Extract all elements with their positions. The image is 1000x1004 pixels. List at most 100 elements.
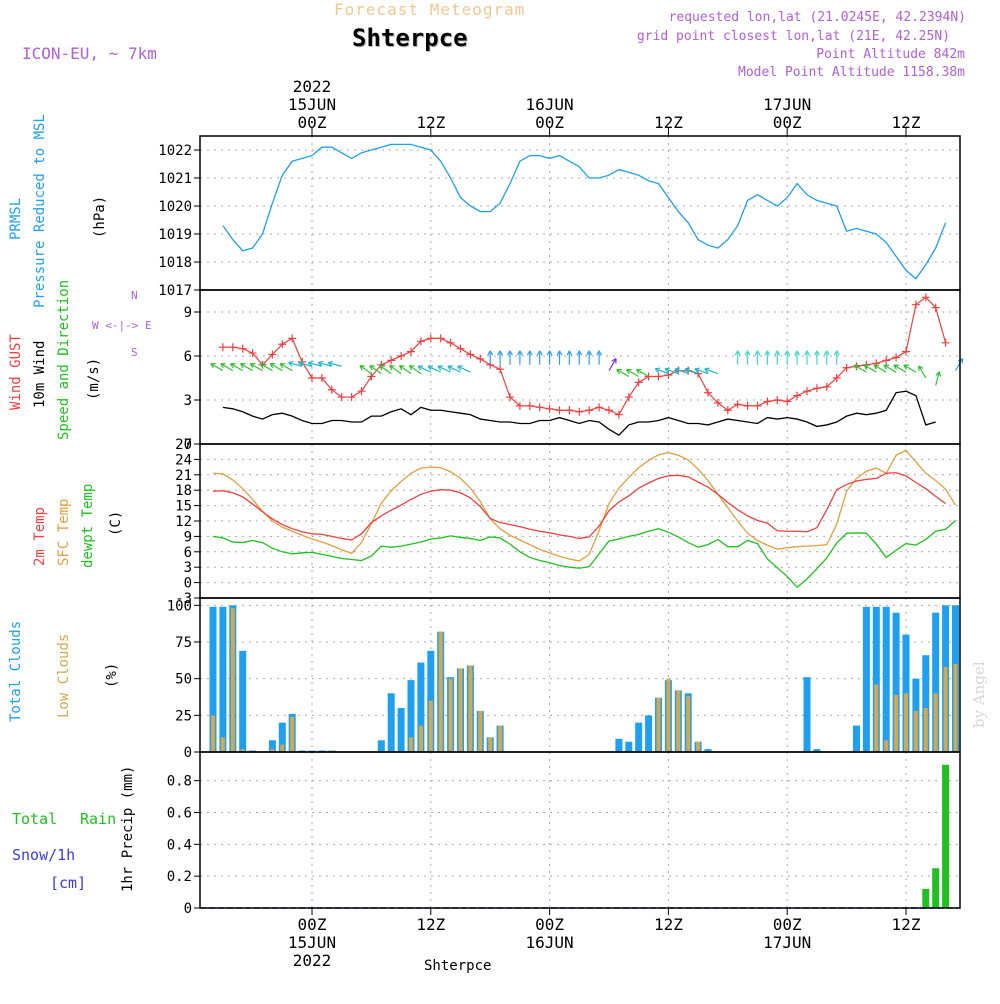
gust-marker <box>456 344 465 353</box>
wind-arrow-head <box>546 350 553 356</box>
total-cloud-bar <box>407 680 415 752</box>
top-time-label: 00Z <box>298 113 327 132</box>
wind-arrow-head <box>804 350 810 356</box>
pressure-ytick-label: 1018 <box>158 255 192 271</box>
wind-label-unit: (m/s) <box>86 357 102 400</box>
gust-marker <box>426 334 435 343</box>
grid-point-coords: grid point closest lon,lat (21E, 42.25N) <box>636 29 950 44</box>
gust-marker <box>763 397 772 406</box>
pressure-grid <box>194 136 960 291</box>
clouds-ytick-label: 25 <box>175 708 192 724</box>
wind-arrow <box>616 369 630 378</box>
gust-marker <box>327 385 336 394</box>
total-cloud-bar <box>635 722 643 752</box>
gust-marker <box>832 374 841 382</box>
gust-marker <box>535 403 544 412</box>
wind-arrow <box>288 362 303 367</box>
temperature-grid <box>194 443 960 599</box>
wind-ytick-label: 6 <box>184 349 192 365</box>
gust-marker <box>238 344 247 353</box>
wind-arrow-head <box>833 350 840 356</box>
total-cloud-bar <box>397 708 405 752</box>
wind-arrow-head <box>516 350 523 356</box>
low-cloud-bar <box>478 710 483 752</box>
gust-marker <box>793 391 802 400</box>
wind-label-speed-dir: Speed and Direction <box>56 279 72 440</box>
wind-arrow <box>269 363 283 372</box>
wind-arrow <box>684 368 699 375</box>
wind-arrow-head <box>230 363 236 369</box>
top-date-label: 15JUN <box>288 95 336 114</box>
wind-arrow-head <box>379 364 385 371</box>
wind-arrow-head <box>616 368 622 375</box>
dewpt-line <box>212 519 956 589</box>
total-cloud-bar <box>922 655 930 752</box>
gust-marker <box>743 401 752 410</box>
total-cloud-bar <box>615 738 623 752</box>
gust-marker <box>892 353 901 362</box>
low-cloud-bar <box>894 694 899 752</box>
gust-marker <box>476 354 485 363</box>
gust-marker <box>783 397 792 406</box>
wind-arrow <box>220 363 234 372</box>
total-cloud-bar <box>853 725 860 752</box>
compass-south: S <box>131 346 138 359</box>
wind-arrow-head <box>359 364 365 371</box>
precip-ytick-label: 0.4 <box>167 837 192 853</box>
temperature-ytick-label: 0 <box>184 576 192 592</box>
wind-arrow-head <box>526 350 533 356</box>
wind-arrow-head <box>893 364 899 370</box>
gust-marker <box>753 401 762 410</box>
top-time-label: 12Z <box>654 113 683 132</box>
wind-arrow <box>328 362 342 367</box>
total-cloud-bar <box>892 612 900 752</box>
gust-marker <box>337 393 346 402</box>
wind-arrow <box>935 371 940 386</box>
wind-arrow-head <box>684 367 690 373</box>
gust-marker <box>387 356 396 365</box>
wind-arrow-head <box>239 363 246 369</box>
wind-arrow <box>883 364 897 373</box>
credit: by Angel <box>970 661 988 728</box>
wind-arrow-head <box>279 363 286 369</box>
model-altitude: Model Point Altitude 1158.38m <box>738 65 965 80</box>
total-cloud-bar <box>417 662 425 752</box>
temperature-ytick-label: 21 <box>175 468 192 484</box>
wind-arrow <box>903 364 917 373</box>
clouds-ytick-label: 100 <box>167 598 192 614</box>
bottom-time-label: 00Z <box>773 915 802 934</box>
temperature-ytick-label: 6 <box>184 545 192 561</box>
wind-arrow-head <box>918 365 924 371</box>
precip-label-snow: Snow/1h <box>12 846 76 864</box>
low-cloud-bar <box>686 696 691 752</box>
total-cloud-bar <box>268 740 276 752</box>
gust-marker <box>308 374 316 382</box>
model-label: ICON-EU, ~ 7km <box>22 44 157 63</box>
wind-arrow-head <box>507 350 513 356</box>
clouds-frame <box>199 597 961 753</box>
gust-marker <box>713 398 722 407</box>
bottom-year-label: 2022 <box>293 951 332 970</box>
pressure-line <box>222 143 947 280</box>
gust-marker <box>545 404 554 413</box>
wind-arrow-head <box>220 363 226 369</box>
wind-arrow <box>608 358 617 371</box>
gust-marker <box>842 363 851 372</box>
wind-arrow-head <box>417 365 424 371</box>
gust-marker <box>911 300 920 309</box>
wind-arrow <box>230 363 243 372</box>
gust-marker <box>882 356 891 365</box>
bottom-date-label: 15JUN <box>288 933 336 952</box>
compass-west-east: W <-|-> E <box>92 319 152 332</box>
pressure-ytick-label: 1021 <box>158 171 192 187</box>
pressure-label-prmsl: PRMSL <box>8 197 24 240</box>
gust-marker <box>278 340 287 349</box>
low-cloud-bar <box>488 737 493 752</box>
wind-arrow-head <box>635 368 642 375</box>
wind-arrow-head <box>369 364 375 371</box>
wind-arrow <box>379 365 392 375</box>
gust-marker <box>466 350 475 359</box>
precip-ytick-label: 0 <box>184 901 192 917</box>
wind-arrow <box>437 365 451 373</box>
product-title: Forecast Meteogram <box>334 0 526 19</box>
